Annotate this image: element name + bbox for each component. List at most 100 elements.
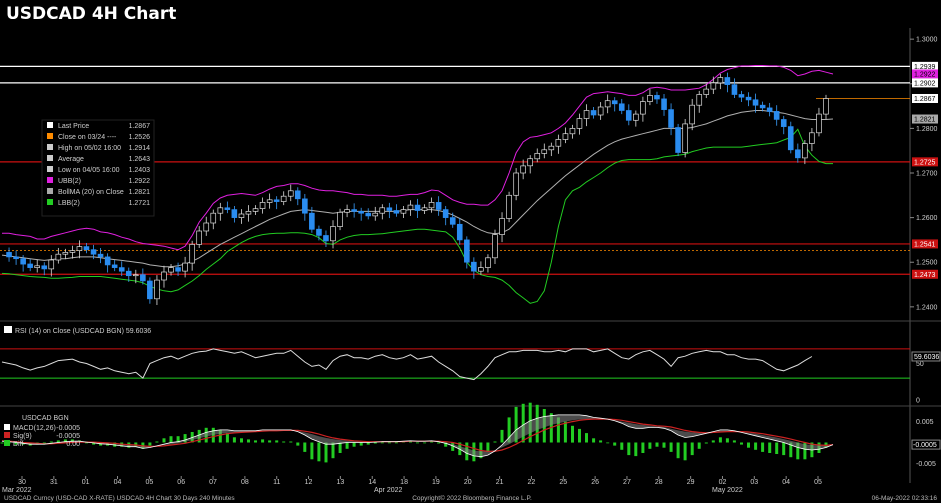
macd-histogram-bar: [599, 440, 603, 443]
macd-histogram-bar: [409, 441, 412, 443]
candle: [34, 259, 40, 273]
candle-body-up: [816, 113, 822, 134]
time-tick-label: 14: [368, 479, 376, 486]
macd-histogram-bar: [155, 441, 159, 443]
candle-body-down: [414, 204, 421, 211]
legend-label: UBB(2): [58, 178, 81, 185]
candle-body-up: [597, 106, 604, 116]
candle: [302, 193, 308, 221]
legend-value: 1.2821: [129, 189, 151, 196]
candle: [555, 134, 562, 154]
candle: [175, 262, 181, 277]
price-tag-bg: [912, 269, 938, 279]
candle-body-down: [738, 94, 745, 98]
candle-body-up: [238, 213, 245, 218]
candle: [583, 104, 590, 127]
candle-body-down: [759, 104, 766, 109]
candle: [449, 212, 456, 228]
price-tag-label: 1.2922: [914, 71, 936, 78]
candle-body-up: [576, 118, 583, 129]
price-tag-label: 1.2867: [914, 96, 936, 103]
candle-body-down: [309, 212, 315, 230]
time-tick-label: 08: [241, 479, 249, 486]
price-tag: 1.2922: [912, 69, 938, 79]
candle-body-up: [48, 259, 55, 270]
candle-body-up: [485, 257, 491, 268]
macd-histogram-bar: [697, 442, 701, 449]
candle: [196, 226, 202, 248]
macd-histogram-bar: [662, 442, 666, 448]
macd-histogram-bar: [303, 442, 307, 452]
candle-body-down: [27, 263, 33, 268]
candle-body-up: [62, 252, 69, 255]
macd-histogram-bar: [571, 425, 574, 443]
time-tick-label: 31: [50, 479, 58, 486]
price-tick-label: 1.2500: [916, 260, 938, 267]
candle-body-down: [351, 209, 357, 212]
candle-body-up: [210, 212, 217, 224]
candle: [365, 208, 372, 220]
candle: [773, 105, 780, 126]
macd-histogram-bar: [620, 442, 624, 450]
candle: [703, 84, 710, 99]
time-tick-label: 13: [337, 479, 345, 486]
legend-value: 1.2403: [129, 167, 151, 174]
candle: [442, 206, 449, 226]
candle: [428, 197, 435, 213]
legend-value: 1.2867: [129, 123, 151, 130]
macd-legend-value: -0.0005: [56, 425, 80, 432]
price-tag: 1.2821: [912, 114, 938, 124]
time-tick-label: 02: [719, 479, 727, 486]
rsi-panel: RSI (14) on Close (USDCAD BGN) 59.6036 0…: [0, 326, 941, 405]
candle-body-up: [802, 143, 808, 159]
candle: [541, 143, 548, 159]
time-tick-label: 04: [782, 479, 790, 486]
candle: [245, 205, 252, 222]
macd-histogram-bar: [240, 438, 243, 443]
macd-histogram-bar: [669, 442, 673, 452]
candle: [330, 220, 336, 249]
candle: [55, 247, 62, 264]
macd-legend-label: Sig(9): [13, 433, 32, 440]
candle-body-down: [273, 199, 280, 202]
macd-histogram-bar: [747, 442, 750, 448]
macd-value-tag: -0.0005: [913, 442, 937, 449]
price-tag-label: 1.2902: [914, 80, 936, 87]
candle: [759, 101, 766, 112]
candle: [203, 216, 210, 236]
price-tag-bg: [912, 157, 938, 167]
candle: [696, 90, 703, 113]
macd-histogram-bar: [324, 442, 328, 463]
candle: [111, 260, 118, 272]
macd-legend-swatch: [4, 440, 10, 446]
candle: [534, 148, 541, 163]
rsi-value-tag-bg: [911, 351, 941, 362]
price-tag-label: 1.2541: [914, 241, 936, 248]
macd-legend-swatch: [4, 432, 10, 438]
candle: [231, 206, 238, 223]
candle-body-down: [471, 261, 477, 272]
candle: [210, 209, 217, 230]
candle: [280, 191, 287, 206]
price-tag: 1.2473: [912, 269, 938, 279]
candle-body-down: [787, 126, 794, 151]
macd-histogram-bar: [268, 440, 272, 443]
candle: [287, 184, 294, 202]
macd-histogram-bar: [247, 439, 250, 443]
macd-histogram-bar: [254, 440, 257, 443]
candle-body-down: [766, 107, 773, 112]
macd-histogram-bar: [176, 436, 180, 443]
candle-body-down: [83, 246, 90, 251]
candle: [358, 207, 364, 221]
candle: [618, 98, 625, 115]
macd-histogram-bar: [380, 442, 384, 444]
candle-body-up: [280, 195, 287, 202]
rsi-label: RSI (14) on Close (USDCAD BGN) 59.6036: [15, 328, 151, 335]
footer-center: Copyright© 2022 Bloomberg Finance L.P.: [412, 494, 532, 502]
candle-body-up: [421, 207, 428, 211]
macd-histogram-bar: [345, 442, 349, 449]
chart-title: USDCAD 4H Chart: [6, 4, 176, 24]
price-tag-bg: [912, 93, 938, 103]
candle-body-up: [428, 202, 435, 209]
